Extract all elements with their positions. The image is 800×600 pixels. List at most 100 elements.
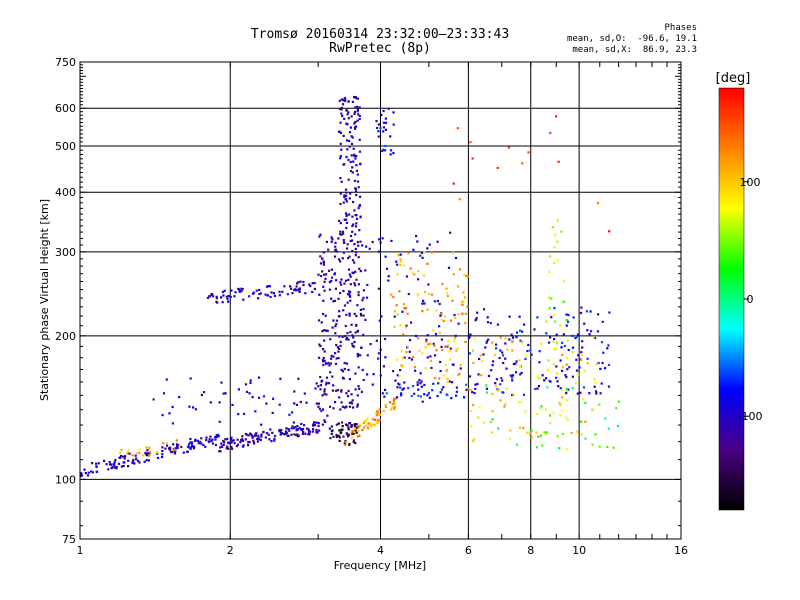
data-point — [396, 374, 399, 377]
data-point — [512, 362, 515, 366]
data-point — [271, 411, 274, 414]
data-point — [285, 427, 288, 430]
data-point — [509, 374, 512, 377]
data-point — [525, 354, 528, 357]
data-point — [536, 412, 539, 416]
data-point — [366, 417, 369, 420]
data-point — [347, 426, 350, 429]
data-point — [278, 290, 281, 293]
data-point — [566, 356, 569, 359]
data-point — [398, 290, 401, 293]
data-point — [242, 444, 245, 447]
data-point — [338, 258, 341, 261]
data-point — [339, 233, 342, 236]
data-point — [288, 413, 291, 416]
data-point — [507, 146, 510, 149]
data-point — [264, 293, 267, 296]
data-point — [249, 433, 252, 436]
data-point — [215, 434, 218, 437]
data-point — [131, 461, 135, 464]
data-point — [124, 455, 127, 458]
data-point — [581, 346, 584, 349]
data-point — [354, 157, 357, 160]
data-point — [219, 446, 222, 449]
data-point — [505, 367, 508, 370]
data-point — [357, 113, 360, 116]
data-point — [281, 290, 284, 293]
data-point — [249, 381, 252, 384]
data-point — [410, 358, 414, 361]
data-point — [315, 431, 318, 434]
data-point — [359, 162, 362, 165]
data-point — [408, 356, 411, 360]
data-point — [347, 100, 350, 103]
data-point — [180, 445, 183, 449]
data-point — [340, 98, 343, 101]
data-point — [351, 215, 354, 218]
data-point — [297, 281, 300, 284]
data-point — [459, 367, 462, 370]
data-point — [339, 281, 342, 284]
data-point — [323, 350, 326, 353]
data-point — [467, 388, 470, 391]
data-point — [449, 231, 452, 234]
data-point — [345, 109, 348, 112]
data-point — [343, 218, 346, 221]
data-point — [171, 448, 174, 451]
data-point — [252, 441, 255, 444]
data-point — [343, 361, 346, 365]
data-point — [214, 443, 217, 446]
data-point — [402, 356, 405, 359]
data-point — [229, 295, 232, 298]
data-point — [452, 182, 455, 185]
data-point — [133, 462, 136, 465]
data-point — [347, 268, 351, 271]
data-point — [412, 356, 415, 359]
data-point — [293, 288, 296, 292]
data-point — [87, 474, 90, 477]
data-point — [499, 349, 502, 352]
data-point — [545, 377, 548, 380]
data-point — [297, 377, 300, 380]
data-point — [320, 321, 323, 324]
data-point — [354, 106, 357, 109]
data-point — [592, 336, 595, 339]
data-point — [400, 364, 403, 367]
data-point — [403, 307, 406, 310]
data-point — [249, 379, 252, 382]
data-point — [382, 126, 385, 129]
data-point — [407, 387, 410, 390]
data-point — [576, 430, 579, 433]
data-point — [138, 461, 141, 464]
data-point — [298, 290, 301, 293]
data-point — [357, 283, 360, 286]
data-point — [341, 376, 345, 379]
data-point — [602, 351, 605, 354]
data-point — [472, 361, 475, 365]
data-point — [335, 389, 338, 392]
data-point — [171, 422, 174, 425]
data-point — [543, 379, 546, 382]
data-point — [302, 280, 305, 284]
data-point — [530, 429, 533, 432]
data-point — [568, 366, 571, 369]
chart-subtitle: RwPretec (8p) — [329, 41, 431, 56]
data-point — [279, 433, 282, 436]
data-point — [579, 420, 583, 423]
data-point — [376, 413, 379, 416]
data-point — [392, 399, 396, 402]
data-point — [339, 431, 342, 435]
data-point — [365, 424, 368, 427]
data-point — [188, 443, 191, 446]
data-point — [231, 447, 234, 450]
data-point — [323, 419, 326, 422]
data-point — [317, 273, 320, 276]
data-point — [215, 295, 218, 298]
phase-heading: Phases — [664, 23, 697, 33]
data-point — [440, 313, 443, 316]
data-point — [464, 322, 467, 325]
data-point — [351, 432, 354, 435]
data-point — [419, 254, 422, 257]
data-point — [80, 474, 83, 477]
data-point — [323, 388, 326, 391]
